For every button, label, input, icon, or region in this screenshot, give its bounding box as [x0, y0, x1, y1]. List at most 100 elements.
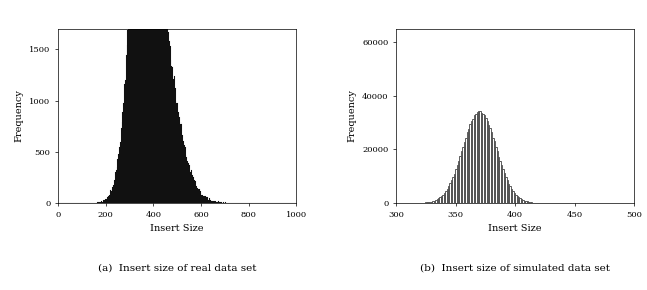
Bar — [521, 199, 522, 203]
Bar — [124, 84, 125, 203]
Bar — [471, 121, 472, 203]
Bar — [127, 30, 128, 203]
Bar — [126, 55, 127, 203]
Bar — [198, 189, 199, 203]
Bar — [155, 0, 156, 203]
Bar — [184, 145, 185, 203]
Bar — [461, 151, 462, 203]
Bar — [532, 202, 534, 203]
Bar — [99, 202, 100, 203]
Bar — [163, 0, 164, 203]
Bar — [481, 113, 482, 203]
Bar — [178, 112, 179, 203]
Bar — [160, 0, 162, 203]
Bar — [206, 197, 207, 203]
Bar — [432, 201, 433, 203]
Bar — [203, 196, 204, 203]
Bar — [120, 142, 121, 203]
Bar — [157, 0, 158, 203]
Bar — [212, 201, 213, 203]
Bar — [223, 202, 224, 203]
Bar — [446, 189, 448, 203]
Bar — [140, 0, 142, 203]
Bar — [170, 46, 171, 203]
Bar — [129, 3, 130, 203]
Bar — [221, 202, 223, 203]
Bar — [105, 199, 107, 203]
Bar — [520, 198, 521, 203]
Bar — [454, 174, 455, 203]
Bar — [518, 197, 520, 203]
Bar — [145, 0, 146, 203]
Bar — [448, 186, 450, 203]
Bar — [102, 202, 104, 203]
Bar — [531, 202, 532, 203]
Bar — [225, 202, 226, 203]
Bar — [502, 169, 503, 203]
Bar — [479, 111, 481, 203]
Bar — [191, 171, 192, 203]
Bar — [154, 0, 155, 203]
Bar — [162, 0, 163, 203]
Bar — [97, 202, 98, 203]
Bar — [527, 202, 528, 203]
Bar — [443, 195, 444, 203]
Bar — [445, 191, 446, 203]
Bar — [487, 122, 488, 203]
Bar — [183, 141, 184, 203]
Bar — [211, 200, 212, 203]
Bar — [528, 202, 529, 203]
Bar — [516, 196, 518, 203]
Y-axis label: Frequency: Frequency — [15, 90, 24, 142]
Bar — [509, 186, 510, 203]
Bar — [144, 0, 145, 203]
Text: (b)  Insert size of simulated data set: (b) Insert size of simulated data set — [420, 264, 610, 273]
Bar — [169, 41, 170, 203]
Bar — [498, 157, 499, 203]
Bar — [109, 195, 110, 203]
Bar — [156, 0, 157, 203]
Bar — [470, 124, 471, 203]
Bar — [491, 132, 492, 203]
Bar — [149, 0, 150, 203]
Bar — [529, 202, 531, 203]
Bar — [208, 200, 209, 203]
Bar — [153, 0, 154, 203]
Bar — [428, 202, 430, 203]
Bar — [478, 110, 479, 203]
Bar — [166, 22, 168, 203]
Bar — [168, 32, 169, 203]
Bar — [138, 0, 139, 203]
Bar — [100, 202, 101, 203]
Bar — [220, 202, 221, 203]
Bar — [190, 172, 191, 203]
Bar — [193, 177, 194, 203]
Bar — [492, 137, 494, 203]
Bar — [180, 124, 181, 203]
Bar — [451, 180, 452, 203]
Bar — [439, 197, 441, 203]
Bar — [119, 147, 120, 203]
Bar — [117, 159, 118, 203]
Bar — [159, 0, 160, 203]
Bar — [121, 128, 122, 203]
Bar — [213, 201, 214, 203]
Bar — [122, 112, 123, 203]
Bar — [189, 165, 190, 203]
Bar — [441, 196, 443, 203]
Bar — [450, 183, 451, 203]
Bar — [444, 193, 445, 203]
Bar — [210, 200, 211, 203]
Bar — [505, 177, 507, 203]
Bar — [137, 0, 138, 203]
Bar — [172, 67, 173, 203]
Bar — [179, 117, 180, 203]
Bar — [437, 199, 438, 203]
Bar — [151, 0, 152, 203]
Bar — [104, 200, 105, 203]
Bar — [194, 180, 195, 203]
Y-axis label: Frequency: Frequency — [347, 90, 356, 142]
Bar — [146, 0, 148, 203]
Bar — [468, 129, 470, 203]
Bar — [125, 79, 126, 203]
